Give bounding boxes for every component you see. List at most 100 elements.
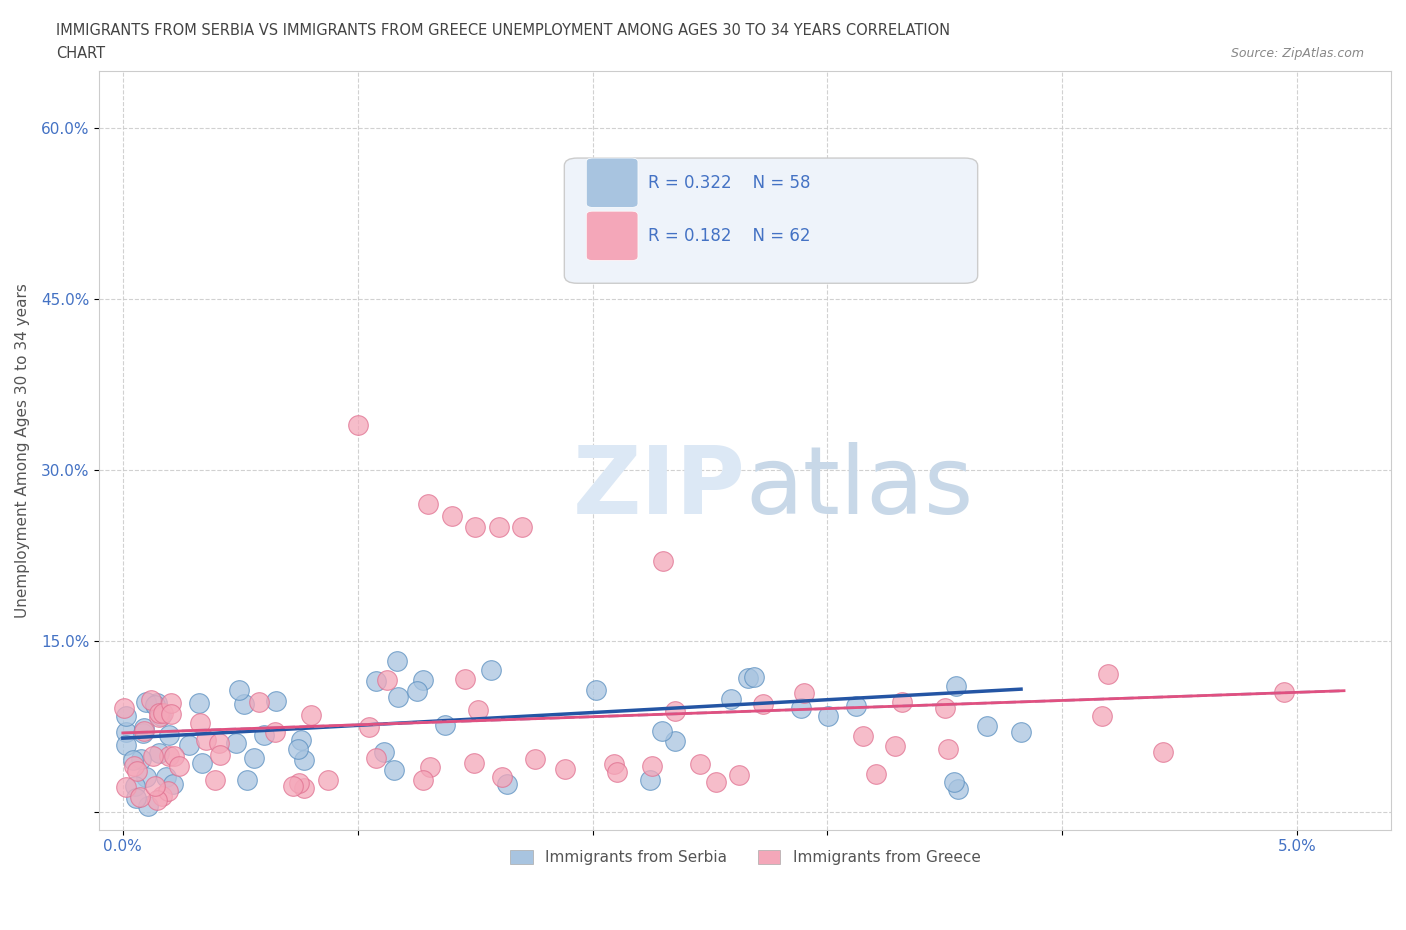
Point xyxy=(318,772,340,787)
Point xyxy=(135,770,157,785)
Point xyxy=(115,737,138,752)
Point xyxy=(651,724,673,738)
Point xyxy=(124,778,146,793)
Point xyxy=(115,724,138,739)
Point xyxy=(125,790,148,805)
Point xyxy=(346,417,368,432)
Point xyxy=(292,753,315,768)
Point xyxy=(264,724,287,739)
FancyBboxPatch shape xyxy=(586,211,638,260)
Point xyxy=(236,773,259,788)
Point xyxy=(146,696,169,711)
Point xyxy=(454,672,477,687)
Point xyxy=(157,749,180,764)
Point xyxy=(434,717,457,732)
Point xyxy=(412,773,434,788)
Text: ZIP: ZIP xyxy=(572,442,745,534)
Point xyxy=(115,709,138,724)
Point xyxy=(232,697,254,711)
Point xyxy=(464,520,486,535)
Point xyxy=(122,759,145,774)
Point xyxy=(603,757,626,772)
Point xyxy=(148,710,170,724)
Point xyxy=(382,762,405,777)
Point xyxy=(129,790,152,804)
Point xyxy=(652,554,675,569)
Point xyxy=(416,497,439,512)
Point xyxy=(865,767,887,782)
Point xyxy=(357,720,380,735)
Point xyxy=(208,736,231,751)
Point xyxy=(817,708,839,723)
Y-axis label: Unemployment Among Ages 30 to 34 years: Unemployment Among Ages 30 to 34 years xyxy=(15,283,30,618)
Point xyxy=(793,685,815,700)
Point xyxy=(135,695,157,710)
Point xyxy=(114,779,136,794)
Point xyxy=(228,683,250,698)
Point xyxy=(225,736,247,751)
Point xyxy=(606,764,628,779)
Point xyxy=(664,704,686,719)
Point xyxy=(1152,745,1174,760)
Point xyxy=(253,728,276,743)
Point xyxy=(689,757,711,772)
Legend: Immigrants from Serbia, Immigrants from Greece: Immigrants from Serbia, Immigrants from … xyxy=(503,844,987,871)
Point xyxy=(364,751,387,765)
Point xyxy=(143,778,166,793)
Point xyxy=(264,694,287,709)
Point xyxy=(752,697,775,711)
Text: IMMIGRANTS FROM SERBIA VS IMMIGRANTS FROM GREECE UNEMPLOYMENT AMONG AGES 30 TO 3: IMMIGRANTS FROM SERBIA VS IMMIGRANTS FRO… xyxy=(56,23,950,38)
Point xyxy=(844,699,866,714)
Text: CHART: CHART xyxy=(56,46,105,61)
Point xyxy=(160,695,183,710)
Point xyxy=(155,770,177,785)
Point xyxy=(364,673,387,688)
Point xyxy=(287,741,309,756)
Point xyxy=(554,762,576,777)
Point xyxy=(946,781,969,796)
Point xyxy=(157,727,180,742)
Point xyxy=(852,728,875,743)
Point xyxy=(524,751,547,766)
Text: R = 0.322    N = 58: R = 0.322 N = 58 xyxy=(648,174,811,193)
Point xyxy=(479,662,502,677)
Point xyxy=(190,715,212,730)
Point xyxy=(406,684,429,698)
Point xyxy=(976,719,998,734)
FancyBboxPatch shape xyxy=(564,158,977,284)
Point xyxy=(1010,724,1032,739)
Point xyxy=(148,705,170,720)
Point xyxy=(440,509,463,524)
Point xyxy=(292,780,315,795)
Point xyxy=(132,725,155,740)
Point xyxy=(934,701,956,716)
Point xyxy=(204,773,226,788)
Point xyxy=(375,672,398,687)
Point xyxy=(387,690,409,705)
Point xyxy=(664,734,686,749)
Point xyxy=(162,777,184,791)
Point xyxy=(943,775,966,790)
Point xyxy=(1091,709,1114,724)
Point xyxy=(134,724,156,738)
Point xyxy=(136,799,159,814)
Point xyxy=(373,744,395,759)
Point xyxy=(488,520,510,535)
Point xyxy=(585,683,607,698)
Text: Source: ZipAtlas.com: Source: ZipAtlas.com xyxy=(1230,46,1364,60)
Point xyxy=(744,670,766,684)
Point xyxy=(1097,667,1119,682)
Point xyxy=(129,751,152,766)
Point xyxy=(884,739,907,754)
Point xyxy=(149,709,172,724)
Point xyxy=(737,671,759,685)
Text: R = 0.182    N = 62: R = 0.182 N = 62 xyxy=(648,227,811,246)
Point xyxy=(510,520,533,535)
Point xyxy=(496,777,519,791)
FancyBboxPatch shape xyxy=(586,158,638,207)
Point xyxy=(191,756,214,771)
Point xyxy=(704,775,727,790)
Point xyxy=(157,783,180,798)
Point xyxy=(290,733,312,748)
Point xyxy=(385,654,408,669)
